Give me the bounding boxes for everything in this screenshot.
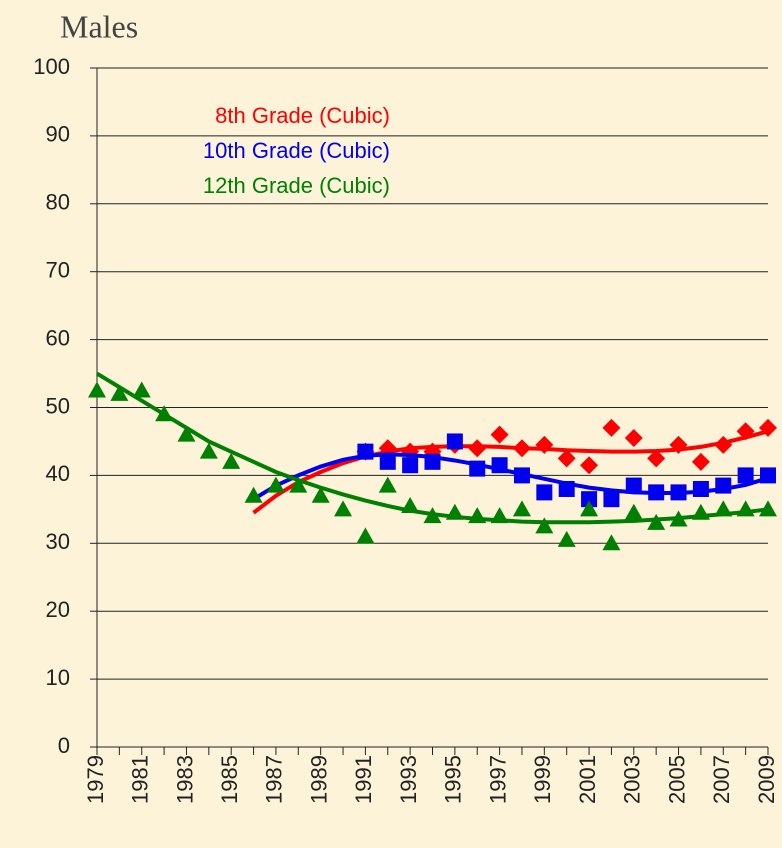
legend-entry: 12th Grade (Cubic) <box>203 173 390 198</box>
diamond-marker <box>602 418 621 437</box>
y-tick-label: 90 <box>46 122 70 147</box>
triangle-marker <box>289 476 308 493</box>
triangle-marker <box>512 500 531 517</box>
square-marker <box>357 443 374 460</box>
square-marker <box>692 480 709 497</box>
triangle-marker <box>647 513 666 530</box>
triangle-marker <box>401 496 420 513</box>
diamond-marker <box>535 435 554 454</box>
y-tick-label: 0 <box>58 733 70 758</box>
x-tick-label: 1983 <box>172 755 197 804</box>
triangle-marker <box>535 517 554 534</box>
x-tick-label: 2005 <box>664 755 689 804</box>
diamond-marker <box>669 435 688 454</box>
y-tick-label: 20 <box>46 597 70 622</box>
diamond-marker <box>759 418 777 437</box>
triangle-marker <box>311 486 330 503</box>
triangle-marker <box>266 476 285 493</box>
diamond-marker <box>580 456 599 475</box>
square-marker <box>379 453 396 470</box>
triangle-marker <box>199 442 218 459</box>
x-tick-label: 1979 <box>83 755 108 804</box>
triangle-marker <box>177 425 196 442</box>
triangle-marker <box>222 452 241 469</box>
triangle-marker <box>557 530 576 547</box>
square-marker <box>558 480 575 497</box>
x-tick-label: 1987 <box>262 755 287 804</box>
x-tick-label: 1997 <box>485 755 510 804</box>
triangle-marker <box>334 500 353 517</box>
triangle-marker <box>736 500 755 517</box>
triangle-marker <box>580 500 599 517</box>
x-tick-label: 1999 <box>530 755 555 804</box>
triangle-marker <box>110 384 129 401</box>
square-marker <box>513 467 530 484</box>
x-tick-label: 2003 <box>620 755 645 804</box>
x-tick-label: 1985 <box>217 755 242 804</box>
x-tick-label: 1995 <box>441 755 466 804</box>
diamond-marker <box>557 449 576 468</box>
x-tick-label: 2001 <box>575 755 600 804</box>
square-marker <box>581 491 598 508</box>
triangle-marker <box>624 503 643 520</box>
square-marker <box>670 484 687 501</box>
y-tick-label: 10 <box>46 665 70 690</box>
diamond-marker <box>691 452 710 471</box>
triangle-marker <box>759 500 777 517</box>
triangle-marker <box>714 500 733 517</box>
square-marker <box>603 491 620 508</box>
triangle-marker <box>445 503 464 520</box>
triangle-marker <box>602 534 621 551</box>
square-marker <box>715 477 732 494</box>
y-tick-label: 100 <box>33 54 70 79</box>
diamond-marker <box>490 425 509 444</box>
legend-entry: 8th Grade (Cubic) <box>215 103 390 128</box>
triangle-marker <box>468 507 487 524</box>
diamond-marker <box>736 422 755 441</box>
triangle-marker <box>490 507 509 524</box>
diamond-marker <box>512 439 531 458</box>
square-marker <box>760 467 776 484</box>
triangle-marker <box>155 405 174 422</box>
chart-title: Males <box>60 8 138 44</box>
diamond-marker <box>647 449 666 468</box>
square-marker <box>469 460 486 477</box>
diamond-marker <box>468 439 487 458</box>
square-marker <box>424 453 441 470</box>
triangle-marker <box>669 510 688 527</box>
x-tick-label: 2009 <box>754 755 779 804</box>
x-tick-label: 1981 <box>128 755 153 804</box>
y-tick-label: 60 <box>46 325 70 350</box>
y-tick-label: 80 <box>46 190 70 215</box>
square-marker <box>625 477 642 494</box>
x-tick-label: 1989 <box>306 755 331 804</box>
diamond-marker <box>624 429 643 448</box>
diamond-marker <box>714 435 733 454</box>
legend-entry: 10th Grade (Cubic) <box>203 138 390 163</box>
triangle-marker <box>378 476 397 493</box>
x-tick-label: 1993 <box>396 755 421 804</box>
y-tick-label: 50 <box>46 393 70 418</box>
triangle-marker <box>356 527 375 544</box>
triangle-marker <box>244 486 263 503</box>
y-tick-label: 30 <box>46 529 70 554</box>
square-marker <box>737 467 754 484</box>
square-marker <box>446 433 463 450</box>
triangle-marker <box>691 503 710 520</box>
triangle-marker <box>88 381 106 398</box>
square-marker <box>402 457 419 474</box>
square-marker <box>648 484 665 501</box>
x-tick-label: 1991 <box>351 755 376 804</box>
triangle-marker <box>423 507 442 524</box>
y-tick-label: 40 <box>46 461 70 486</box>
y-tick-label: 70 <box>46 258 70 283</box>
x-tick-label: 2007 <box>709 755 734 804</box>
square-marker <box>491 457 508 474</box>
triangle-marker <box>132 381 151 398</box>
square-marker <box>536 484 553 501</box>
